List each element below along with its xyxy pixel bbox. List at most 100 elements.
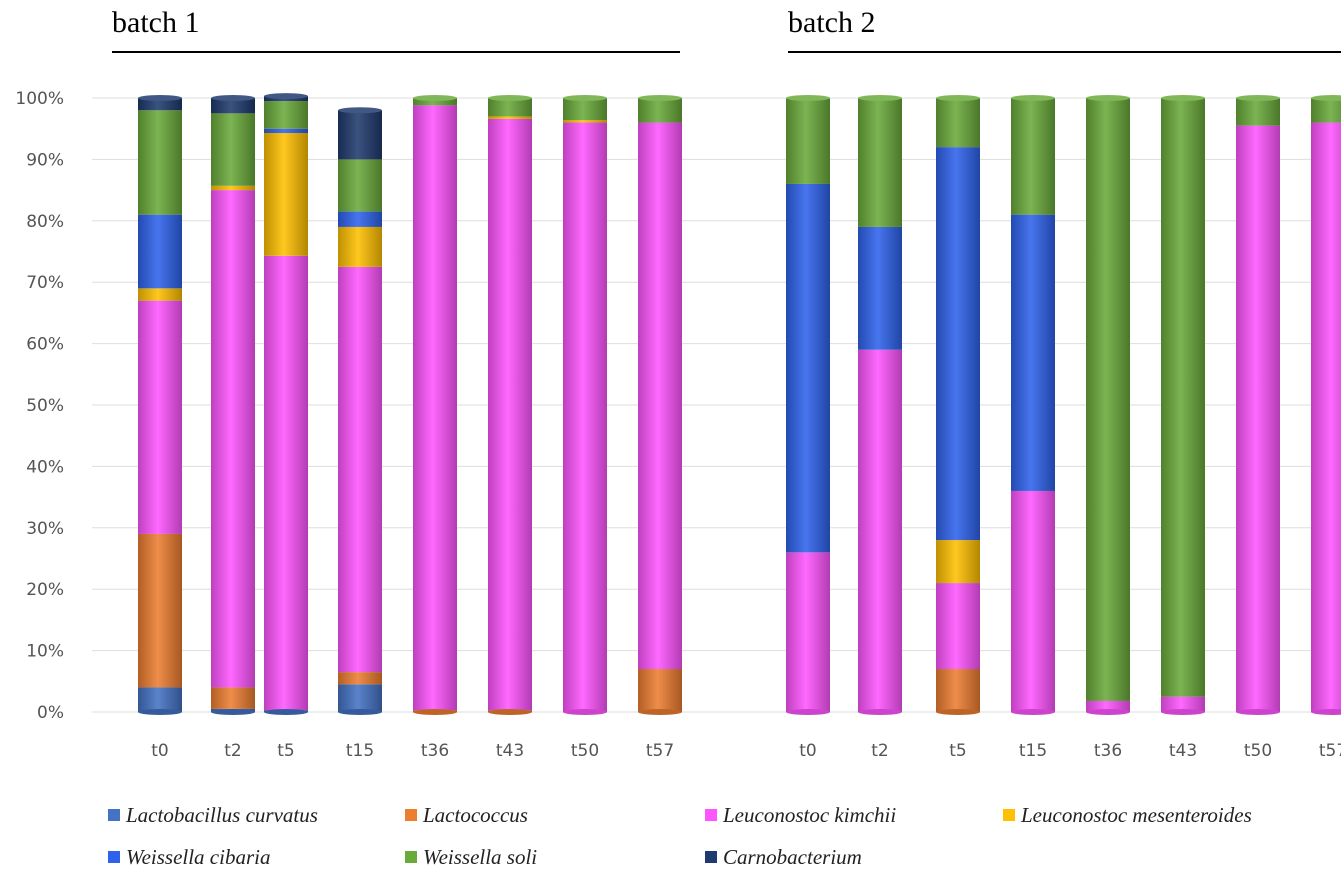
- bar-base-cap: [1236, 709, 1280, 715]
- bar-stack-t2: [211, 95, 255, 715]
- x-tick-label: t57: [646, 741, 674, 761]
- y-tick-label: 30%: [26, 519, 64, 539]
- bar-segment-leuconostoc-mesenteroides: [211, 185, 255, 191]
- bar-segment-weissella-soli: [563, 98, 607, 121]
- legend-label: Weissella cibaria: [126, 845, 270, 869]
- bar-segment-leuconostoc-kimchii: [786, 552, 830, 712]
- x-tick-label: t15: [1019, 741, 1047, 761]
- bar-base-cap: [413, 709, 457, 715]
- bar-base-cap: [338, 709, 382, 715]
- bar-segment-weissella-cibaria: [786, 183, 830, 553]
- bar-segment-leuconostoc-kimchii: [1161, 696, 1205, 712]
- bar-stack-t15: [1011, 95, 1055, 715]
- bar-segment-leuconostoc-kimchii: [138, 300, 182, 534]
- x-tick-label: t57: [1319, 741, 1341, 761]
- x-tick-label: t43: [1169, 741, 1197, 761]
- x-tick-label: t50: [1244, 741, 1272, 761]
- legend-item-weissella-cibaria: Weissella cibaria: [108, 845, 270, 869]
- legend-item-lactobacillus-curvatus: Lactobacillus curvatus: [108, 803, 318, 827]
- bar-segment-weissella-soli: [638, 98, 682, 123]
- legend-label: Lactococcus: [422, 803, 528, 827]
- bar-segment-weissella-soli: [413, 98, 457, 106]
- bar-segment-leuconostoc-kimchii: [563, 122, 607, 712]
- legend-swatch: [705, 851, 717, 863]
- bar-segment-carnobacterium: [138, 98, 182, 111]
- x-axis-ticks: t0 t2 t5 t15 t36 t43 t50 t57 t0 t2 t5 t15 t36 t43 t50 t…: [151, 741, 1341, 761]
- bar-segment-weissella-soli: [211, 113, 255, 186]
- bar-segment-weissella-soli: [1311, 98, 1341, 123]
- batch-1-title: batch 1: [112, 6, 199, 39]
- legend: Lactobacillus curvatus Lactococcus Leucono…: [108, 803, 1252, 869]
- bar-top-cap: [211, 95, 255, 101]
- legend-label: Lactobacillus curvatus: [125, 803, 318, 827]
- bar-top-cap: [858, 95, 902, 101]
- bar-segment-weissella-cibaria: [858, 226, 902, 350]
- bar-segment-leuconostoc-kimchii: [211, 190, 255, 688]
- y-tick-label: 0%: [37, 703, 64, 723]
- bar-segment-weissella-cibaria: [338, 211, 382, 227]
- bar-top-cap: [1161, 95, 1205, 101]
- bar-base-cap: [138, 709, 182, 715]
- bar-base-cap: [1086, 709, 1130, 715]
- legend-swatch: [405, 851, 417, 863]
- bar-segment-lactococcus: [338, 672, 382, 685]
- bar-segment-weissella-soli: [488, 98, 532, 117]
- y-tick-label: 90%: [26, 150, 64, 170]
- legend-label: Leuconostoc mesenteroides: [1020, 803, 1252, 827]
- x-tick-label: t0: [799, 741, 816, 761]
- bar-stack-t5: [936, 95, 980, 715]
- bar-top-cap: [488, 95, 532, 101]
- legend-swatch: [1003, 809, 1015, 821]
- bar-top-cap: [786, 95, 830, 101]
- bar-base-cap: [1011, 709, 1055, 715]
- bar-segment-leuconostoc-kimchii: [858, 349, 902, 712]
- legend-label: Carnobacterium: [723, 845, 862, 869]
- bar-top-cap: [936, 95, 980, 101]
- bar-segment-leuconostoc-kimchii: [1086, 700, 1130, 712]
- bar-segment-weissella-soli: [1011, 98, 1055, 215]
- bar-top-cap: [413, 95, 457, 101]
- bar-segment-leuconostoc-mesenteroides: [264, 132, 308, 256]
- x-tick-label: t2: [871, 741, 888, 761]
- y-tick-label: 40%: [26, 457, 64, 477]
- bar-stack-t43: [488, 95, 532, 715]
- bar-segment-weissella-soli: [858, 98, 902, 227]
- bar-base-cap: [638, 709, 682, 715]
- legend-item-lactococcus: Lactococcus: [405, 803, 528, 827]
- bar-stack-t50: [563, 95, 607, 715]
- bar-base-cap: [211, 709, 255, 715]
- bar-base-cap: [786, 709, 830, 715]
- bar-base-cap: [1161, 709, 1205, 715]
- bar-top-cap: [563, 95, 607, 101]
- legend-item-weissella-soli: Weissella soli: [405, 845, 537, 869]
- legend-item-carnobacterium: Carnobacterium: [705, 845, 862, 869]
- bar-segment-leuconostoc-mesenteroides: [936, 540, 980, 584]
- bar-segment-leuconostoc-kimchii: [338, 266, 382, 673]
- x-tick-label: t15: [346, 741, 374, 761]
- bar-segment-leuconostoc-kimchii: [413, 105, 457, 711]
- bar-top-cap: [338, 107, 382, 114]
- bar-segment-weissella-cibaria: [1011, 214, 1055, 491]
- bar-segment-leuconostoc-kimchii: [1311, 122, 1341, 712]
- x-tick-label: t36: [421, 741, 449, 761]
- bar-base-cap: [264, 709, 308, 715]
- bar-segment-weissella-soli: [338, 159, 382, 212]
- bar-segment-lactococcus: [138, 533, 182, 688]
- bar-segment-leuconostoc-kimchii: [488, 118, 532, 711]
- legend-label: Leuconostoc kimchii: [722, 803, 896, 827]
- y-tick-label: 60%: [26, 335, 64, 355]
- bar-stack-t36: [1086, 95, 1130, 715]
- bar-segment-weissella-cibaria: [138, 214, 182, 289]
- y-tick-label: 50%: [26, 396, 64, 416]
- batch-2-title: batch 2: [788, 6, 875, 39]
- bar-segment-leuconostoc-mesenteroides: [488, 116, 532, 119]
- legend-swatch: [705, 809, 717, 821]
- bar-top-cap: [138, 95, 182, 101]
- bar-segment-weissella-soli: [138, 110, 182, 215]
- y-axis-ticks: 0% 10% 20% 30% 40% 50% 60% 70% 80% 90% 100%: [15, 89, 64, 723]
- bar-top-cap: [638, 95, 682, 101]
- bar-segment-weissella-soli: [936, 98, 980, 148]
- bar-segment-lactobacillus-curvatus: [338, 684, 382, 712]
- bar-top-cap: [1011, 95, 1055, 101]
